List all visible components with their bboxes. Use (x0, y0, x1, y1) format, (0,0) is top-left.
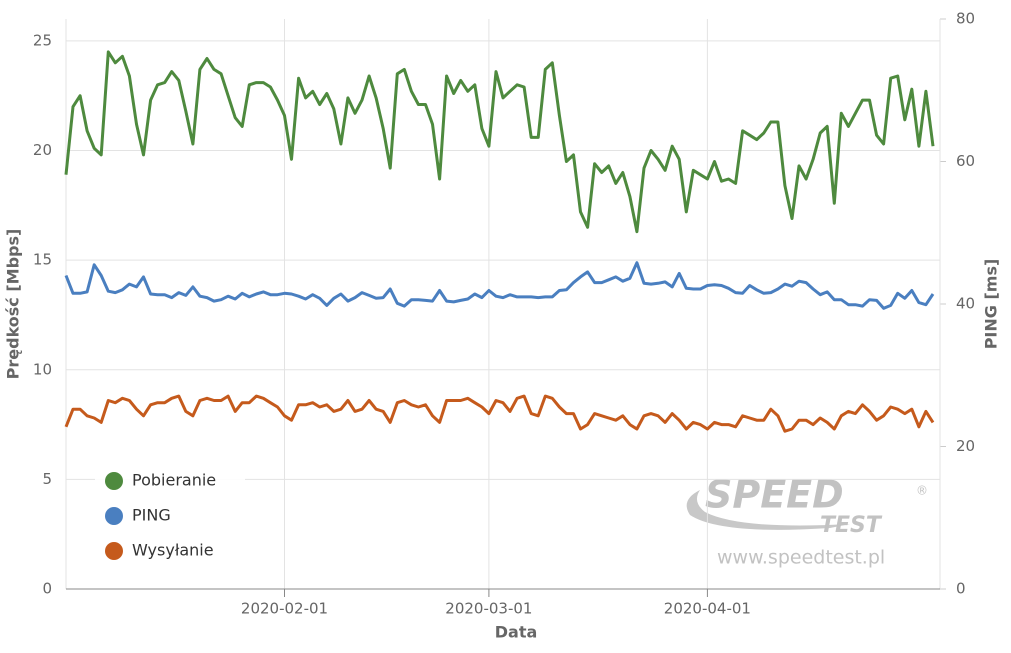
y-axis-label: Prędkość [Mbps] (4, 229, 23, 380)
logo-mark: ® (916, 484, 928, 498)
legend-label: Wysyłanie (132, 541, 214, 560)
y2-tick-label: 20 (956, 437, 975, 455)
x-tick-label: 2020-03-01 (445, 600, 532, 618)
watermark: SPEED TEST ® www.speedtest.pl (686, 473, 928, 569)
series-line (64, 394, 935, 433)
legend-item: PING (105, 506, 171, 525)
y2-tick-label: 60 (956, 152, 975, 170)
y-tick-label: 15 (33, 251, 52, 269)
y2-tick-label: 40 (956, 295, 975, 313)
y2-axis-label: PING [ms] (982, 259, 1001, 350)
legend-label: Pobieranie (132, 471, 216, 490)
logo-bottom: TEST (820, 513, 883, 538)
legend-item: Pobieranie (105, 471, 216, 490)
series-line (64, 261, 935, 310)
logo-swoosh (686, 490, 850, 530)
x-tick-label: 2020-02-01 (241, 600, 328, 618)
y-tick-label: 5 (42, 470, 52, 488)
y-tick-label: 0 (42, 580, 52, 598)
legend-marker (105, 542, 123, 560)
legend-label: PING (132, 506, 171, 525)
y2-tick-label: 80 (956, 10, 975, 28)
legend-item: Wysyłanie (105, 541, 214, 560)
legend-marker (105, 507, 123, 525)
y-tick-label: 25 (33, 31, 52, 49)
y-tick-label: 10 (33, 360, 52, 378)
y2-tick-label: 0 (956, 580, 966, 598)
series-line (64, 50, 935, 234)
y-tick-label: 20 (33, 141, 52, 159)
x-tick-label: 2020-04-01 (664, 600, 751, 618)
watermark-url: www.speedtest.pl (717, 547, 885, 569)
legend-marker (105, 472, 123, 490)
x-axis-label: Data (495, 623, 538, 642)
legend: Pobieranie PING Wysyłanie (95, 462, 245, 570)
